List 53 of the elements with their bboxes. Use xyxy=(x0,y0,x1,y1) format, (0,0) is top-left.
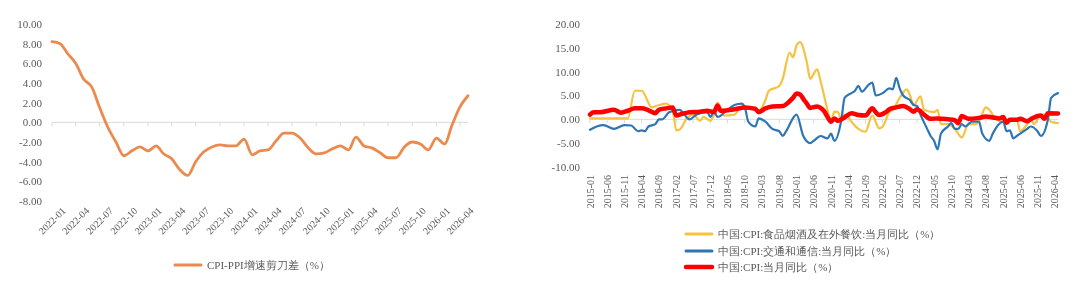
y-tick-label: -5.00 xyxy=(557,137,581,150)
y-tick-label: 10.00 xyxy=(17,17,43,30)
x-tick-label: 2017-12 xyxy=(704,175,716,209)
legend-label: 中国:CPI:食品烟酒及在外餐饮:当月同比（%） xyxy=(718,227,941,240)
x-tick-label: 2021-04 xyxy=(842,175,854,209)
y-tick-label: -2.00 xyxy=(19,135,43,148)
x-tick-label: 2025-01 xyxy=(997,175,1009,209)
line-series xyxy=(588,41,1060,139)
x-tick-label: 2020-06 xyxy=(808,175,820,209)
x-tick-label: 2022-12 xyxy=(911,175,923,209)
y-tick-label: 5.00 xyxy=(560,89,581,102)
line-series xyxy=(587,91,1061,126)
x-tick-label: 2015-06 xyxy=(601,175,613,209)
y-tick-label: 2.00 xyxy=(22,96,43,109)
y-tick-label: -8.00 xyxy=(19,194,43,207)
x-tick-label: 2019-08 xyxy=(773,175,785,209)
x-tick-label: 2018-05 xyxy=(722,175,734,209)
line-series xyxy=(50,40,470,177)
x-tick-label: 2019-03 xyxy=(756,175,768,209)
x-tick-label: 2021-09 xyxy=(859,175,871,209)
x-tick-label: 2016-04 xyxy=(636,175,648,209)
x-tick-label: 2026-04 xyxy=(1049,175,1061,209)
x-tick-label: 2022-07 xyxy=(894,175,906,209)
x-tick-label: 2020-01 xyxy=(791,175,803,209)
x-tick-label: 2017-02 xyxy=(670,175,682,209)
y-tick-label: -6.00 xyxy=(19,175,43,188)
y-tick-label: -4.00 xyxy=(19,155,43,168)
y-tick-label: 15.00 xyxy=(555,41,581,54)
y-tick-label: 20.00 xyxy=(555,17,581,30)
legend-label: 中国:CPI:当月同比（%） xyxy=(718,260,839,273)
legend-label: CPI-PPI增速剪刀差（%） xyxy=(207,258,330,271)
x-tick-label: 2020-11 xyxy=(825,175,837,208)
x-tick-label: 2025-06 xyxy=(1014,175,1026,209)
y-tick-label: 6.00 xyxy=(22,57,43,70)
x-tick-label: 2025-11 xyxy=(1032,175,1044,208)
x-tick-label: 2024-08 xyxy=(980,175,992,209)
x-tick-label: 2023-10 xyxy=(945,175,957,209)
line-series xyxy=(588,76,1060,151)
x-tick-label: 2016-09 xyxy=(653,175,665,209)
y-tick-label: 0.00 xyxy=(22,116,43,129)
x-tick-label: 2022-02 xyxy=(877,175,889,209)
x-tick-label: 2015-11 xyxy=(618,175,630,208)
y-tick-label: 10.00 xyxy=(555,65,581,78)
x-tick-label: 2017-07 xyxy=(687,175,699,209)
y-tick-label: -10.00 xyxy=(551,160,581,173)
x-tick-label: 2018-10 xyxy=(739,175,751,209)
legend-label: 中国:CPI:交通和通信:当月同比（%） xyxy=(718,244,897,257)
x-tick-label: 2015-01 xyxy=(584,175,596,209)
x-tick-label: 2024-03 xyxy=(963,175,975,209)
y-tick-label: 4.00 xyxy=(22,76,43,89)
x-tick-label: 2023-05 xyxy=(928,175,940,209)
y-tick-label: 8.00 xyxy=(22,37,43,50)
y-tick-label: 0.00 xyxy=(560,113,581,126)
